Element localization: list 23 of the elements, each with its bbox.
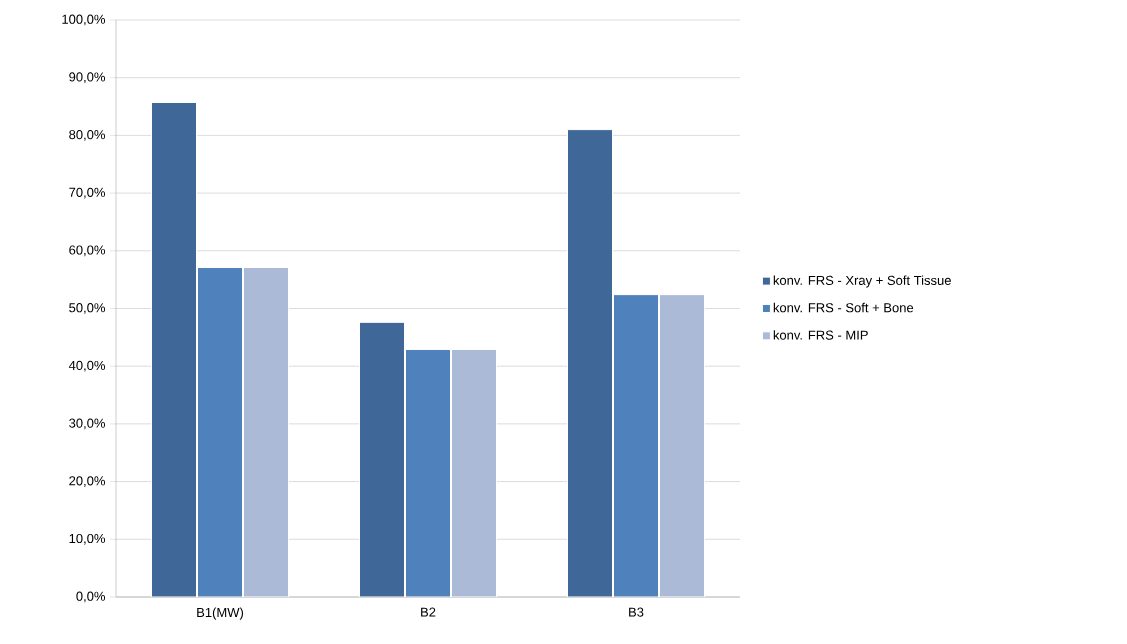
- bar: [451, 348, 497, 597]
- x-tick-label: B3: [629, 607, 644, 617]
- y-tick-label: 10,0%: [69, 533, 106, 545]
- y-tick-label: 0,0%: [76, 591, 106, 603]
- legend-label: konv. FRS - MIP: [773, 330, 868, 340]
- bar: [243, 267, 290, 597]
- y-tick-label: 60,0%: [69, 245, 106, 257]
- y-tick-label: 90,0%: [69, 72, 106, 84]
- legend-label: konv. FRS - Xray + Soft Tissue: [773, 275, 951, 288]
- bar: [151, 102, 198, 597]
- y-tick-label: 70,0%: [69, 187, 106, 199]
- y-tick-label: 80,0%: [69, 130, 106, 141]
- y-tick-label: 100,0%: [62, 14, 106, 26]
- y-tick-label: 40,0%: [68, 360, 106, 372]
- x-tick-label: B2: [421, 607, 436, 617]
- y-tick-label: 50,0%: [69, 303, 106, 314]
- bar: [567, 129, 613, 597]
- y-tick-label: 20,0%: [69, 476, 106, 487]
- bar: [659, 294, 705, 597]
- legend-label: konv. FRS - Soft + Bone: [773, 302, 914, 313]
- y-tick-label: 30,0%: [69, 418, 106, 430]
- bar: [359, 321, 406, 597]
- x-tick-label: B1(MW): [197, 607, 244, 620]
